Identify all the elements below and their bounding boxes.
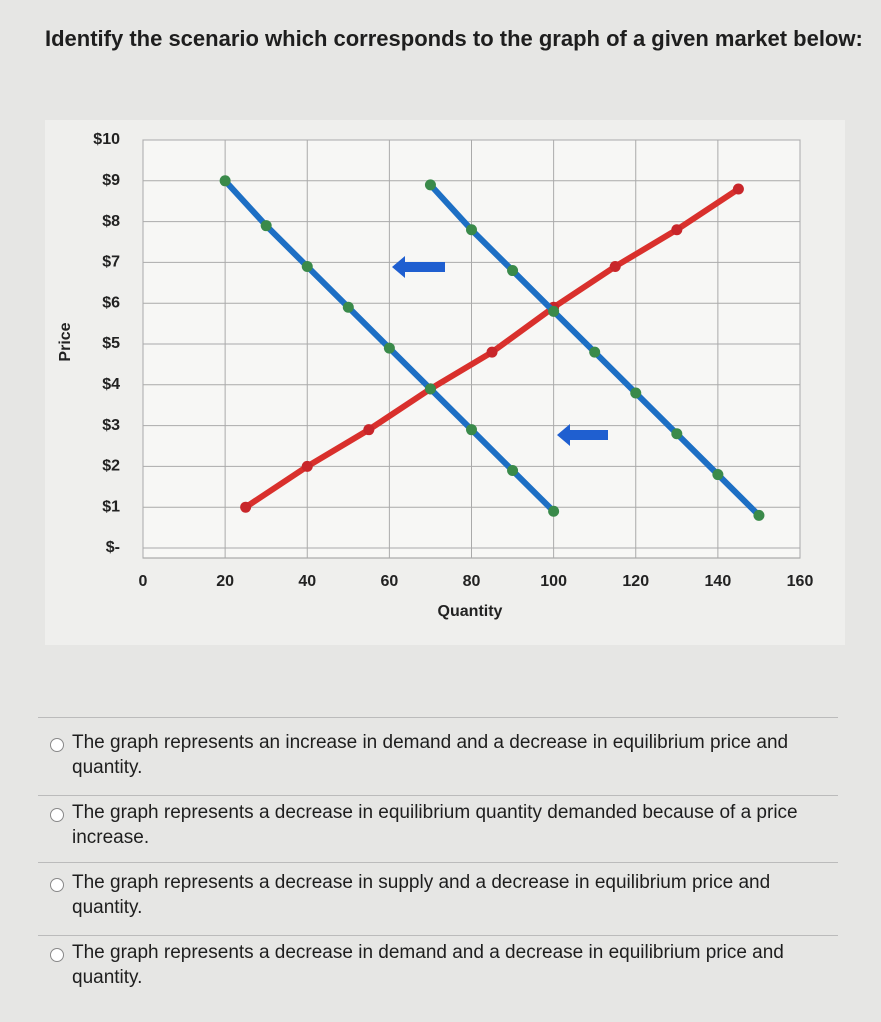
option-text[interactable]: The graph represents a decrease in deman… (72, 942, 784, 988)
radio-button[interactable] (50, 948, 64, 962)
point (753, 509, 765, 521)
shift-arrow (557, 424, 608, 446)
point (466, 424, 477, 436)
x-tick-label: 0 (139, 573, 148, 590)
x-tick-label: 80 (463, 573, 481, 590)
point (630, 387, 642, 399)
chart: Price Quantity $- $1 $2 $3 $4 $5 $6 $7 $8 $9 $10 0 2… (57, 131, 814, 621)
point (671, 224, 683, 236)
point (301, 460, 313, 472)
point (609, 260, 621, 272)
y-tick-label: $1 (102, 498, 120, 515)
point (507, 464, 519, 476)
y-tick-label: $6 (102, 294, 120, 311)
point (486, 346, 498, 358)
point (732, 183, 744, 195)
separator (38, 935, 838, 936)
y-tick-label: $- (106, 539, 120, 556)
separator (38, 717, 838, 718)
y-tick-label: $10 (93, 131, 120, 148)
point (240, 501, 252, 513)
y-tick-label: $9 (102, 172, 120, 189)
y-axis-label: Price (57, 322, 74, 361)
x-axis-label: Quantity (438, 603, 503, 620)
y-tick-label: $8 (102, 213, 120, 230)
point (712, 469, 724, 481)
point (383, 342, 395, 354)
point (507, 265, 519, 277)
point (260, 220, 272, 232)
x-tick-label: 100 (540, 573, 567, 590)
y-tick-label: $3 (102, 417, 120, 434)
point (424, 179, 436, 191)
point (363, 424, 375, 436)
point (301, 260, 313, 272)
x-tick-label: 20 (216, 573, 234, 590)
x-tick-label: 60 (380, 573, 398, 590)
option-text[interactable]: The graph represents a decrease in suppl… (72, 872, 771, 918)
separator (38, 862, 838, 863)
radio-button[interactable] (50, 878, 64, 892)
question: Identify the scenario which corresponds … (45, 26, 863, 51)
point (219, 175, 231, 187)
point (424, 383, 436, 395)
x-tick-label: 160 (787, 573, 814, 590)
x-tick-label: 120 (622, 573, 649, 590)
x-tick-label: 140 (705, 573, 732, 590)
point (548, 505, 560, 517)
separator (38, 795, 838, 796)
radio-button[interactable] (50, 808, 64, 822)
y-tick-label: $4 (102, 376, 120, 393)
x-tick-label: 40 (298, 573, 316, 590)
option-text[interactable]: The graph represents a decrease in equil… (72, 802, 798, 848)
y-tick-label: $5 (102, 335, 120, 352)
point (342, 301, 354, 313)
point (589, 346, 601, 358)
y-tick-label: $7 (102, 254, 120, 271)
radio-button[interactable] (50, 738, 64, 752)
point (466, 224, 477, 236)
shift-arrow (392, 256, 445, 278)
point (548, 305, 560, 317)
option-text[interactable]: The graph represents an increase in dema… (72, 732, 789, 778)
point (671, 428, 683, 440)
y-tick-label: $2 (102, 458, 120, 475)
